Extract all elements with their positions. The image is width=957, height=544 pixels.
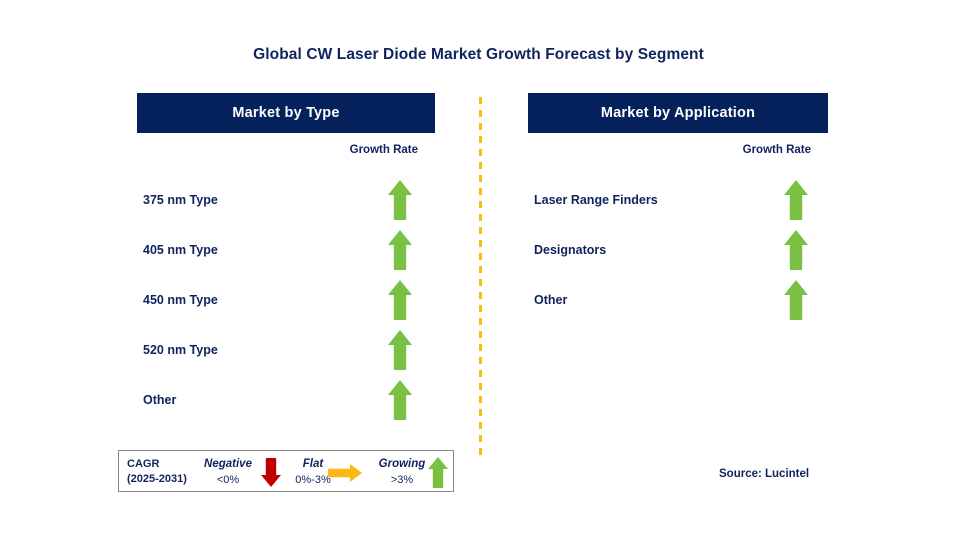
segment-label: Other <box>534 293 568 307</box>
up-arrow-icon <box>387 279 413 321</box>
up-arrow-icon <box>387 379 413 421</box>
legend-item-growing: Growing >3% <box>366 456 438 488</box>
legend-item-range: 0%-3% <box>295 474 331 486</box>
down-arrow-icon <box>260 457 282 488</box>
up-arrow-icon <box>387 179 413 221</box>
legend-item-range: >3% <box>390 474 414 486</box>
segment-label: 405 nm Type <box>143 243 218 257</box>
up-arrow-icon <box>387 329 413 371</box>
table-row[interactable]: 405 nm Type <box>137 225 435 275</box>
segment-label: Other <box>143 393 177 407</box>
panel-market-by-application: Market by Application Growth Rate Laser … <box>528 93 828 320</box>
up-arrow-icon <box>783 279 809 321</box>
up-arrow-icon <box>387 229 413 271</box>
legend-cagr-label: CAGR <box>127 458 160 470</box>
up-arrow-icon <box>783 179 809 221</box>
legend-item-range: <0% <box>216 474 240 486</box>
legend-item-negative: Negative <0% <box>195 456 261 488</box>
up-arrow-icon <box>427 456 449 489</box>
segment-label: 450 nm Type <box>143 293 218 307</box>
right-arrow-icon <box>327 463 363 483</box>
table-row[interactable]: Laser Range Finders <box>528 175 828 225</box>
legend-cagr-title: CAGR (2025-2031) <box>127 457 187 487</box>
table-row[interactable]: 450 nm Type <box>137 275 435 325</box>
segment-row-list-type: 375 nm Type 405 nm Type 450 nm Type <box>137 175 435 425</box>
panel-header-market-by-application: Market by Application <box>528 93 828 133</box>
segment-label: Designators <box>534 243 607 257</box>
segment-label: Laser Range Finders <box>534 193 658 207</box>
vertical-dashed-divider <box>479 97 482 457</box>
table-row[interactable]: Other <box>137 375 435 425</box>
segment-label: 375 nm Type <box>143 193 218 207</box>
legend-item-title: Growing <box>378 458 426 470</box>
legend-item-title: Negative <box>204 458 252 470</box>
panel-header-market-by-type: Market by Type <box>137 93 435 133</box>
segment-row-list-application: Laser Range Finders Designators Other <box>528 175 828 325</box>
panel-market-by-type: Market by Type Growth Rate 375 nm Type 4… <box>137 93 435 420</box>
column-header-growth-rate-right: Growth Rate <box>742 144 811 156</box>
legend-item-flat: Flat 0%-3% <box>282 456 344 488</box>
table-row[interactable]: 375 nm Type <box>137 175 435 225</box>
table-row[interactable]: Other <box>528 275 828 325</box>
legend-item-title: Flat <box>302 458 324 470</box>
table-row[interactable]: 520 nm Type <box>137 325 435 375</box>
up-arrow-icon <box>783 229 809 271</box>
segment-label: 520 nm Type <box>143 343 218 357</box>
column-header-growth-rate-left: Growth Rate <box>349 144 418 156</box>
source-note: Source: Lucintel <box>719 468 810 480</box>
legend-cagr-period: (2025-2031) <box>127 473 187 485</box>
page-title: Global CW Laser Diode Market Growth Fore… <box>253 46 704 63</box>
table-row[interactable]: Designators <box>528 225 828 275</box>
legend-cagr-key: CAGR (2025-2031) Negative <0% Flat 0%-3%… <box>118 450 454 492</box>
